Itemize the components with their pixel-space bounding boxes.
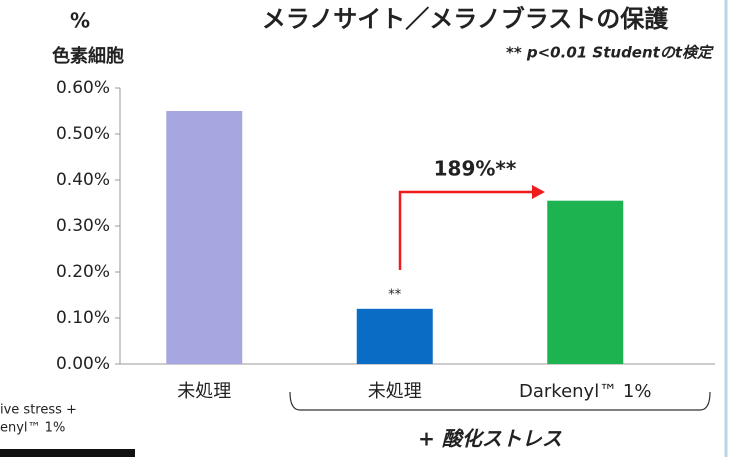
inset-image bbox=[0, 449, 135, 457]
arrow-head bbox=[532, 185, 545, 199]
group-label: + 酸化ストレス bbox=[418, 427, 562, 451]
chart-title: メラノサイト／メラノブラストの保護 bbox=[262, 5, 670, 33]
bar bbox=[357, 309, 433, 364]
y-tick-label: 0.00% bbox=[56, 354, 110, 374]
inset-line: ive stress + bbox=[0, 403, 77, 418]
arrow bbox=[400, 192, 535, 270]
y-tick-label: 0.60% bbox=[56, 78, 110, 98]
y-tick-label: 0.10% bbox=[56, 308, 110, 328]
y-tick-label: 0.30% bbox=[56, 216, 110, 236]
x-tick-label: Darkenyl™ 1% bbox=[519, 381, 652, 402]
bar bbox=[547, 201, 623, 364]
subtitle: ** p<0.01 Studentのt検定 bbox=[506, 44, 714, 62]
chart: % 色素細胞 メラノサイト／メラノブラストの保護 ** p<0.01 Stude… bbox=[0, 0, 734, 457]
y-tick-label: 0.20% bbox=[56, 262, 110, 282]
annotation: 189%** bbox=[434, 157, 517, 181]
bar bbox=[166, 111, 242, 364]
x-tick-label: 未処理 bbox=[177, 381, 231, 402]
y-unit: % bbox=[70, 9, 90, 33]
y-tick-label: 0.40% bbox=[56, 170, 110, 190]
value-label: ** bbox=[388, 287, 402, 302]
inset-line: enyl™ 1% bbox=[0, 421, 65, 436]
y-label: 色素細胞 bbox=[52, 45, 124, 67]
x-tick-label: 未処理 bbox=[368, 381, 422, 402]
y-tick-label: 0.50% bbox=[56, 124, 110, 144]
